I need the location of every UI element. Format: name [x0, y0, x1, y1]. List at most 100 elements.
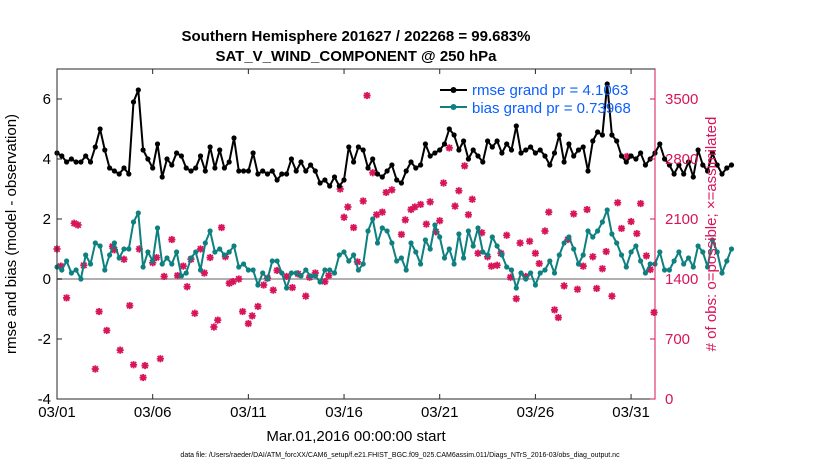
obs-count-marker: [206, 253, 214, 262]
rmse-point: [327, 183, 333, 189]
rmse-point: [633, 156, 639, 162]
rmse-point: [221, 165, 227, 171]
obs-count-marker: [455, 187, 463, 195]
bias-point: [705, 264, 711, 270]
bias-point: [394, 258, 400, 264]
rmse-point: [130, 99, 137, 105]
bias-point: [336, 252, 342, 258]
obs-count-marker: [70, 219, 78, 227]
bias-point: [518, 270, 524, 276]
rmse-point: [441, 141, 448, 147]
bias-point: [403, 267, 409, 273]
obs-count-marker: [217, 223, 226, 232]
rmse-point: [389, 162, 395, 168]
rmse-point: [470, 147, 476, 153]
bias-point: [169, 261, 175, 267]
rmse-point: [537, 147, 543, 153]
rmse-point: [618, 153, 625, 159]
obs-count-marker: [608, 292, 616, 300]
bias-point: [226, 249, 232, 255]
rmse-point: [398, 180, 404, 186]
rmse-point: [719, 171, 725, 177]
rmse-point: [255, 171, 261, 177]
obs-count-marker: [350, 223, 358, 232]
rmse-point: [671, 171, 677, 177]
obs-count-marker: [401, 216, 409, 224]
y-axis-label: rmse and bias (model - observation): [3, 114, 20, 354]
x-tick-label: 03/16: [325, 404, 363, 421]
bias-point: [499, 252, 505, 258]
obs-count-marker: [407, 205, 415, 214]
bias-point: [274, 258, 280, 264]
rmse-point: [456, 147, 462, 153]
rmse-point: [140, 147, 146, 153]
obs-count-marker: [642, 252, 650, 260]
bias-point: [398, 255, 404, 261]
rmse-point: [556, 132, 562, 138]
obs-count-marker: [95, 307, 103, 316]
rmse-point: [705, 168, 711, 174]
rmse-point: [336, 183, 342, 189]
obs-count-marker: [372, 211, 381, 219]
rmse-point: [111, 168, 117, 174]
rmse-point: [97, 126, 103, 132]
obs-count-marker: [325, 271, 333, 280]
bias-point: [422, 237, 428, 243]
obs-count-marker: [535, 259, 543, 268]
rmse-point: [188, 168, 194, 174]
y-axis-right: 0 700 1400 2100 2800 3500: [650, 69, 698, 408]
y-tick-label: 6: [43, 91, 51, 108]
obs-count-marker: [474, 249, 482, 257]
obs-count-marker: [152, 253, 161, 262]
bias-point: [571, 246, 577, 252]
obs-count-marker: [135, 245, 143, 253]
rmse-point: [566, 141, 572, 147]
rmse-point: [480, 159, 486, 165]
bias-point: [102, 267, 108, 273]
rmse-point: [394, 177, 400, 183]
bias-point: [585, 228, 591, 234]
x-tick-label: 03/31: [612, 404, 650, 421]
obs-count-marker: [183, 283, 191, 291]
obs-count-marker: [493, 261, 501, 269]
rmse-point: [135, 87, 141, 93]
bias-point: [508, 267, 515, 273]
rmse-point: [250, 150, 256, 156]
rmse-point: [312, 168, 318, 174]
legend-bias-marker: [450, 104, 457, 110]
bias-point: [590, 234, 596, 240]
obs-count-marker: [57, 262, 65, 270]
y-axis-left: -4 -2 0 2 4 6: [38, 91, 62, 408]
rmse-point: [437, 147, 443, 153]
bias-point: [561, 240, 567, 246]
bias-point: [221, 252, 227, 258]
obs-count-marker: [196, 245, 205, 253]
rmse-point: [264, 171, 271, 177]
bias-point: [595, 228, 601, 234]
legend-bias-label: bias grand pr = 0.73968: [472, 100, 631, 117]
rmse-point: [298, 159, 304, 165]
obs-count-marker: [254, 302, 262, 311]
rmse-point: [580, 144, 586, 150]
rmse-point: [728, 162, 735, 168]
bias-point: [599, 219, 606, 225]
obs-count-marker: [103, 326, 111, 335]
bias-point: [59, 267, 65, 273]
bias-point: [604, 207, 610, 213]
bias-point: [551, 270, 558, 276]
obs-count-marker: [623, 152, 631, 161]
rmse-point: [279, 171, 285, 177]
bias-point: [322, 267, 328, 273]
rmse-point: [87, 159, 94, 165]
obs-count-marker: [516, 239, 524, 247]
legend-rmse-marker: [450, 87, 457, 93]
rmse-point: [709, 150, 716, 156]
rmse-point: [528, 144, 534, 150]
rmse-point: [384, 168, 390, 174]
obs-count-marker: [573, 285, 582, 293]
rmse-point: [451, 132, 457, 138]
bias-point: [250, 267, 256, 273]
obs-count-marker: [239, 307, 247, 316]
bias-point: [465, 228, 471, 234]
rmse-point: [169, 162, 175, 168]
